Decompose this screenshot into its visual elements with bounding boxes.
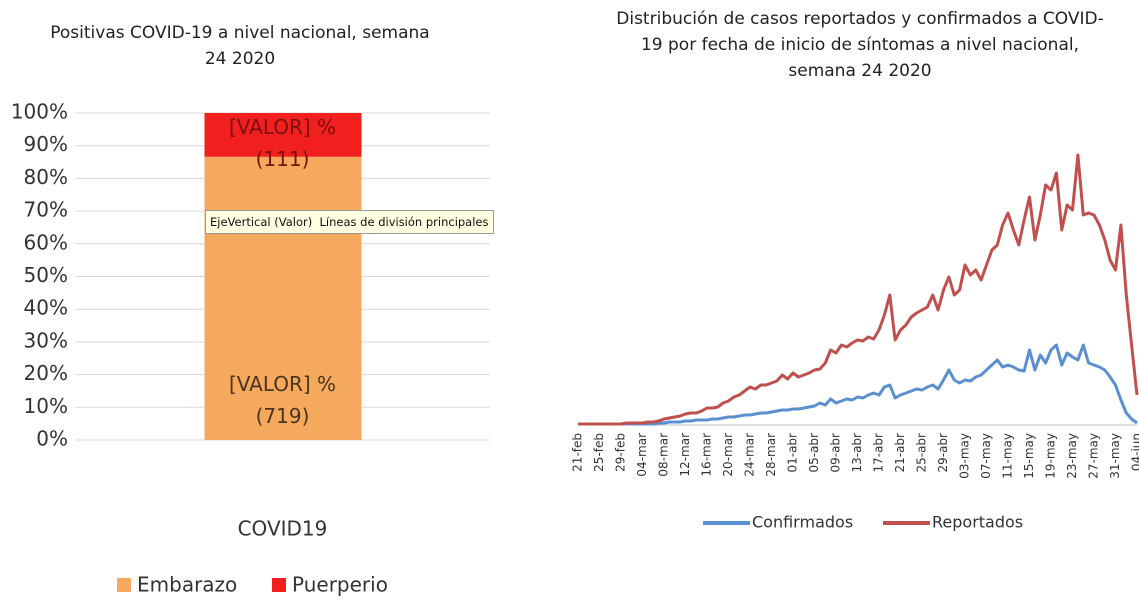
x-tick-label: 15-may <box>1022 433 1036 479</box>
tooltip: EjeVertical (Valor) Líneas de división p… <box>205 210 494 234</box>
x-tick-label: 05-abr <box>807 433 821 473</box>
x-tick-label: 25-abr <box>915 433 929 473</box>
y-tick-label: 70% <box>24 198 68 222</box>
x-tick-label: 29-feb <box>614 433 628 472</box>
data-label: [VALOR] % (719) <box>228 372 337 429</box>
x-tick-label: 25-feb <box>592 433 606 472</box>
x-tick-label: 04-mar <box>635 433 649 477</box>
data-line <box>578 153 1139 426</box>
x-tick-label: 23-may <box>1065 433 1079 479</box>
x-tick-label: 13-abr <box>850 433 864 473</box>
x-tick-label: 04-jun <box>1130 433 1139 471</box>
x-tick-label: 09-abr <box>829 433 843 473</box>
y-tick-label: 20% <box>24 361 68 385</box>
y-tick-label: 50% <box>24 263 68 287</box>
x-tick-label: 08-mar <box>657 433 671 477</box>
y-tick-label: 40% <box>24 296 68 320</box>
x-tick-label: 17-abr <box>872 433 886 473</box>
chart-title: Positivas COVID-19 a nivel nacional, sem… <box>50 23 430 69</box>
x-tick-label: 03-may <box>958 433 972 479</box>
x-tick-label: 01-abr <box>786 433 800 473</box>
x-tick-label: 24-mar <box>743 433 757 477</box>
y-tick-label: 30% <box>24 328 68 352</box>
data-line <box>578 343 1138 426</box>
x-tick-label: 21-feb <box>571 433 585 472</box>
x-tick-label: 07-may <box>979 433 993 479</box>
x-tick-label: 29-abr <box>936 433 950 473</box>
legend-label: Embarazo <box>137 573 237 597</box>
y-tick-label: 90% <box>24 132 68 156</box>
y-tick-label: 80% <box>24 165 68 189</box>
x-tick-label: 31-may <box>1108 433 1122 479</box>
x-tick-label: 16-mar <box>700 433 714 477</box>
x-tick-label: 11-may <box>1001 433 1015 479</box>
x-tick-label: 20-mar <box>721 433 735 477</box>
chart-title: Distribución de casos reportados y confi… <box>616 9 1104 81</box>
bar-segment <box>204 113 362 157</box>
data-label: [VALOR] % (111) <box>228 115 337 171</box>
legend-swatch <box>117 578 131 592</box>
x-tick-label: 28-mar <box>764 433 778 477</box>
legend-label: Puerperio <box>292 573 388 597</box>
legend-label: Reportados <box>932 513 1023 532</box>
x-tick-label: 12-mar <box>678 433 692 477</box>
y-tick-label: 100% <box>11 100 68 124</box>
bar-segment <box>204 156 362 440</box>
x-tick-label: COVID19 <box>238 517 328 541</box>
x-tick-label: 27-may <box>1087 433 1101 479</box>
legend-swatch <box>272 578 286 592</box>
x-tick-label: 19-may <box>1044 433 1058 479</box>
legend-label: Confirmados <box>752 513 853 532</box>
x-tick-label: 21-abr <box>893 433 907 473</box>
y-tick-label: 10% <box>24 394 68 418</box>
y-tick-label: 0% <box>36 427 68 451</box>
y-tick-label: 60% <box>24 230 68 254</box>
